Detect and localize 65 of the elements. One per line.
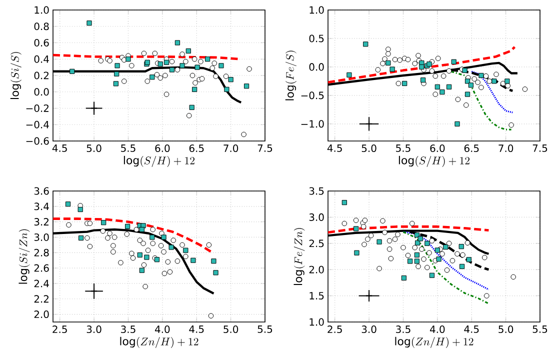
x-tick-label: 2.5: [52, 326, 67, 334]
x-tick-label: 7.0: [498, 144, 514, 152]
y-tick-label: 3.4: [34, 202, 49, 210]
y-tick-label: 1.0: [310, 318, 324, 326]
y-axis-title: $\log(Si/Zn)$: [18, 229, 30, 284]
y-tick-label: 1.5: [310, 292, 324, 300]
y-tick-label: 1.0: [310, 6, 324, 14]
x-tick-label: 5.5: [396, 144, 410, 152]
y-axis-title: $\log(Si/S)$: [10, 52, 22, 99]
y-tick-label: 3.0: [309, 213, 324, 221]
x-tick-label: 4.5: [52, 144, 67, 152]
y-tick-label: 0.0: [34, 88, 49, 96]
x-tick-label: 3.0: [362, 326, 376, 334]
x-axis-title: $\log(S/H)+12$: [398, 156, 470, 167]
y-tick-label: 2.5: [309, 240, 324, 248]
y-tick-label: 2.2: [34, 295, 48, 303]
x-tick-label: 7.5: [258, 144, 272, 152]
x-tick-label: 5.0: [362, 144, 376, 152]
x-tick-label: 5.0: [86, 144, 102, 152]
y-tick-label: 2.8: [34, 248, 49, 256]
y-axis-title: $\log(Fe/S)$: [285, 50, 296, 100]
y-tick-label: 0.2: [34, 72, 48, 80]
y-tick-label: 1.0: [34, 6, 49, 14]
y-axis-title: $\log(Fe/Zn)$: [294, 228, 305, 285]
y-tick-label: −0.6: [26, 137, 49, 145]
y-tick-label: 2.4: [34, 280, 49, 288]
y-tick-label: 3.0: [34, 233, 49, 242]
y-tick-label: 3.6: [34, 187, 49, 195]
y-tick-label: 2.0: [309, 266, 324, 274]
x-axis-title: $\log(Zn/H)+12$: [395, 336, 474, 348]
x-tick-label: 6.5: [464, 144, 479, 152]
y-tick-label: 0.5: [309, 34, 324, 42]
x-tick-label: 3.5: [396, 326, 410, 334]
x-axis-title: $\log(S/H)+12$: [124, 156, 194, 167]
y-tick-label: −0.4: [26, 120, 49, 128]
y-tick-label: 2.6: [34, 264, 49, 272]
x-tick-label: 7.0: [224, 144, 238, 152]
y-tick-label: −1.0: [301, 120, 324, 128]
y-tick-label: 0.8: [34, 22, 49, 30]
x-tick-label: 5.5: [121, 144, 136, 152]
y-tick-label: 3.5: [309, 187, 324, 195]
x-tick-label: 5.5: [258, 326, 272, 333]
y-tick-label: 2.0: [34, 310, 49, 318]
x-tick-label: 4.5: [464, 326, 479, 333]
y-tick-label: −0.5: [301, 92, 324, 100]
y-tick-label: 3.2: [34, 218, 48, 226]
x-tick-label: 4.5: [189, 326, 204, 333]
x-tick-label: 3.5: [121, 326, 136, 334]
x-tick-label: 2.5: [328, 326, 342, 334]
y-tick-label: 0.4: [34, 55, 49, 63]
x-axis-title: $\log(Zn/H)+12$: [120, 336, 198, 348]
x-tick-label: 5.0: [224, 326, 238, 334]
x-tick-label: 6.0: [155, 144, 170, 152]
x-tick-label: 6.5: [189, 144, 204, 152]
x-tick-label: 4.0: [154, 326, 170, 334]
x-tick-label: 7.5: [532, 144, 548, 152]
y-tick-label: 0.6: [34, 38, 49, 47]
x-tick-label: 4.5: [327, 144, 342, 152]
x-tick-label: 5.5: [532, 326, 548, 333]
x-tick-label: 6.0: [430, 144, 445, 152]
y-tick-label: 0.0: [309, 63, 324, 71]
y-tick-label: −0.2: [26, 104, 48, 112]
x-tick-label: 4.0: [430, 326, 445, 334]
x-tick-label: 5.0: [498, 326, 514, 334]
x-tick-label: 3.0: [86, 326, 102, 334]
